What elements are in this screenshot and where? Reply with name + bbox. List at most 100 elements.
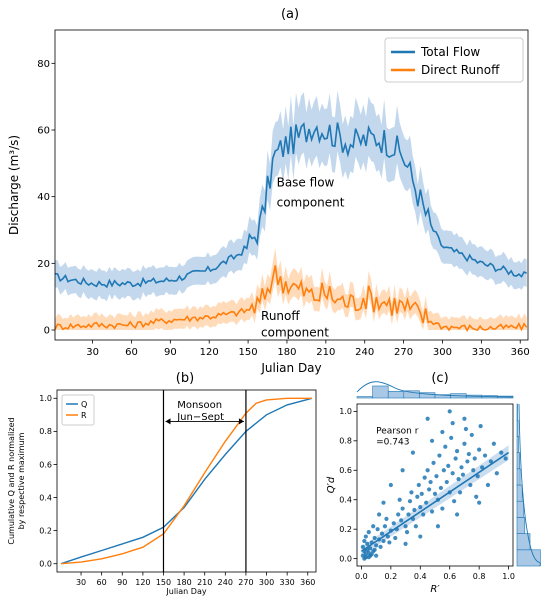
scatter-point: [400, 506, 405, 511]
plot-frame: [56, 389, 317, 573]
scatter-point: [425, 416, 430, 421]
histogram-bar-top: [387, 390, 405, 399]
scatter-point: [397, 497, 402, 502]
y-tick-label: 0.6: [39, 460, 52, 469]
x-tick-label: 1.0: [502, 572, 515, 581]
scatter-point: [477, 500, 482, 505]
x-axis-label: Julian Day: [260, 361, 321, 375]
scatter-point: [400, 468, 405, 473]
scatter-point: [463, 426, 469, 432]
y-tick-label: 0.2: [39, 526, 52, 535]
scatter-point: [418, 534, 423, 539]
x-tick-label: 360: [300, 578, 315, 587]
scatter-point: [385, 534, 391, 539]
histogram-bar-right: [516, 468, 521, 486]
scatter-point: [465, 459, 470, 464]
annotation: Base flow: [277, 176, 335, 190]
legend-box: [384, 37, 524, 83]
scatter-point: [434, 474, 439, 479]
x-tick-label: 30: [76, 578, 86, 587]
series-band-0: [55, 90, 527, 302]
scatter-point: [396, 512, 401, 517]
scatter-point: [399, 518, 404, 523]
y-tick-label: 40: [37, 192, 50, 203]
scatter-point: [403, 541, 408, 547]
y-axis-label: Cumulative Q and R normalized: [7, 417, 16, 544]
scatter-point: [450, 471, 455, 476]
annotation: =0.743: [376, 437, 409, 447]
scatter-point: [440, 429, 445, 435]
histogram-bar-right: [516, 436, 519, 453]
scatter-point: [491, 441, 496, 446]
x-tick-label: 0.0: [355, 572, 368, 581]
scatter-point: [472, 456, 477, 461]
y-tick-label: 1.0: [339, 407, 352, 416]
x-axis-label: R′: [430, 584, 440, 595]
scatter-point: [413, 524, 418, 529]
y-axis-label: Discharge (m³/s): [7, 135, 21, 235]
scatter-point: [437, 453, 442, 458]
x-tick-label: 330: [280, 578, 295, 587]
scatter-point: [432, 491, 438, 496]
scatter-point: [459, 465, 464, 470]
scatter-point: [494, 471, 499, 476]
chart-c: Pearson r=0.743 0.0 0.2 0.4 0.6 0.8 1.0 0.0 0.2 0…: [326, 381, 541, 595]
scatter-point: [374, 543, 379, 548]
y-tick-label: 0.0: [39, 560, 52, 569]
scatter-point: [477, 447, 482, 452]
y-tick-label: 60: [37, 126, 50, 137]
scatter-point: [421, 512, 426, 517]
panel-label-c: (c): [431, 371, 448, 386]
histogram-bar-right: [516, 419, 519, 437]
legend-entry: Direct Runoff: [421, 63, 500, 77]
scatter-point: [429, 509, 435, 514]
annotation: Jun−Sept: [176, 412, 224, 423]
x-tick-label: 0.2: [384, 572, 397, 581]
x-tick-label: 60: [97, 578, 107, 587]
kde-curve-top: [356, 381, 514, 398]
x-axis-label: Julian Day: [165, 587, 206, 596]
scatter-point: [384, 516, 389, 521]
scatter-point: [503, 456, 508, 461]
y-tick-label: 0.6: [339, 466, 352, 475]
scatter-point: [462, 416, 467, 421]
scatter-point: [365, 541, 370, 547]
x-tick-label: 90: [117, 578, 127, 587]
y-tick-label: 0.8: [339, 437, 352, 446]
scatter-point: [471, 468, 476, 473]
x-tick-label: 0.4: [414, 572, 427, 581]
scatter-point: [381, 538, 386, 544]
x-tick-label: 0.8: [473, 572, 486, 581]
scatter-point: [362, 556, 367, 561]
scatter-point: [453, 456, 458, 461]
x-tick-label: 210: [316, 347, 335, 358]
scatter-point: [462, 441, 467, 446]
x-tick-label: 150: [156, 578, 171, 587]
scatter-point: [468, 482, 473, 488]
scatter-point: [372, 535, 377, 541]
scatter-point: [412, 507, 417, 513]
y-tick-label: 80: [37, 59, 50, 70]
scatter-point: [393, 535, 398, 541]
scatter-point: [454, 449, 460, 454]
chart-a: 30 60 90 120 150 180 210 240 270 300 330 360 0 20 40 60…: [7, 29, 530, 375]
scatter-point: [444, 479, 449, 485]
histogram-bar-right: [516, 484, 523, 502]
scatter-point: [428, 479, 433, 485]
scatter-point: [431, 460, 436, 466]
legend-entry: Q: [81, 400, 87, 409]
scatter-point: [391, 521, 396, 526]
histogram-bar-top: [356, 396, 373, 399]
scatter-point: [474, 494, 479, 499]
scatter-point: [382, 524, 388, 529]
scatter-point: [360, 544, 365, 549]
annotation: component: [261, 326, 329, 340]
x-tick-label: 90: [164, 347, 177, 358]
x-tick-label: 360: [511, 347, 530, 358]
scatter-point: [449, 435, 454, 440]
scatter-point: [450, 421, 455, 426]
scatter-point: [403, 524, 408, 529]
annotation: Runoff: [261, 309, 300, 323]
y-tick-label: 1.0: [39, 394, 52, 403]
